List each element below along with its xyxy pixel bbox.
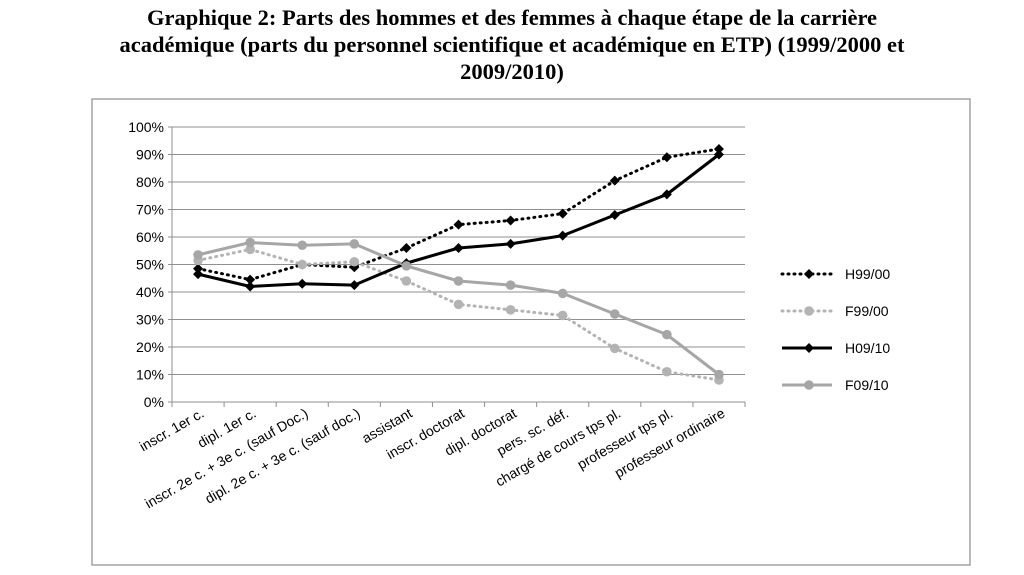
chart-frame [91,98,971,566]
data-point [245,274,256,285]
data-point [349,239,360,249]
legend-marker [804,269,814,279]
data-point [662,329,672,340]
x-tick-label: inscr. 1er c. [137,405,207,455]
data-point [661,152,672,163]
data-point [713,144,724,154]
legend-marker [804,306,814,316]
data-point [714,369,724,380]
data-point [609,175,620,186]
data-point [245,281,256,292]
gridlines [172,126,745,375]
data-point [505,280,516,290]
y-tick-label: 70% [136,202,164,218]
y-tick-label: 90% [136,147,164,163]
y-tick-label: 80% [136,174,164,190]
data-point [245,244,255,255]
legend-label: H99/00 [845,266,890,282]
y-tick-label: 20% [136,339,164,355]
chart-title-line-3: 2009/2010) [460,59,564,84]
data-point [297,240,308,251]
data-point [453,219,464,230]
x-tick-labels: inscr. 1er c.dipl. 1er c.inscr. 2e c. + … [137,405,728,512]
y-tick-labels: 0% 10% 20% 30% 40% 50% 60% 70% 80% 90% 100% [128,119,164,410]
data-point [193,269,204,280]
series-markers [193,144,724,385]
y-tick-label: 10% [136,367,164,383]
data-point [609,210,620,220]
data-point [453,243,464,253]
data-point [713,149,724,160]
data-point [349,256,360,267]
data-point [661,189,672,200]
data-point [453,299,464,310]
series-line [196,247,721,382]
data-point [297,278,308,289]
chart-title: Graphique 2: Parts des hommes et des fem… [0,4,1024,85]
legend: H99/00 F99/00 H09/10 F09/10 [780,266,890,393]
chart-title-line-2: académique (parts du personnel scientifi… [119,32,905,57]
data-point [557,230,568,241]
data-point [557,208,568,219]
series-line [196,147,721,282]
data-point [349,280,360,291]
data-point [401,276,412,286]
data-point [401,243,412,253]
legend-label: F09/10 [845,377,889,393]
data-point [193,250,203,260]
data-point [609,343,620,354]
axes [168,126,746,407]
y-tick-label: 100% [128,119,164,135]
y-tick-label: 30% [136,312,164,328]
legend-marker [804,380,814,390]
data-point [297,259,308,270]
data-point [193,263,204,274]
y-tick-label: 40% [136,284,164,300]
y-tick-label: 0% [144,394,164,410]
data-point [505,215,516,226]
chart-title-line-1: Graphique 2: Parts des hommes et des fem… [146,5,878,30]
data-point [401,261,412,271]
data-point [453,276,464,286]
y-tick-label: 50% [136,257,164,273]
data-point [505,238,516,249]
legend-label: H09/10 [845,340,890,356]
y-tick-label: 60% [136,229,164,245]
legend-marker [804,343,814,353]
data-point [662,366,672,377]
data-point [557,288,568,299]
legend-label: F99/00 [845,303,889,319]
data-point [505,305,516,315]
data-point [609,309,620,319]
data-point [245,237,255,248]
data-point [557,310,568,321]
